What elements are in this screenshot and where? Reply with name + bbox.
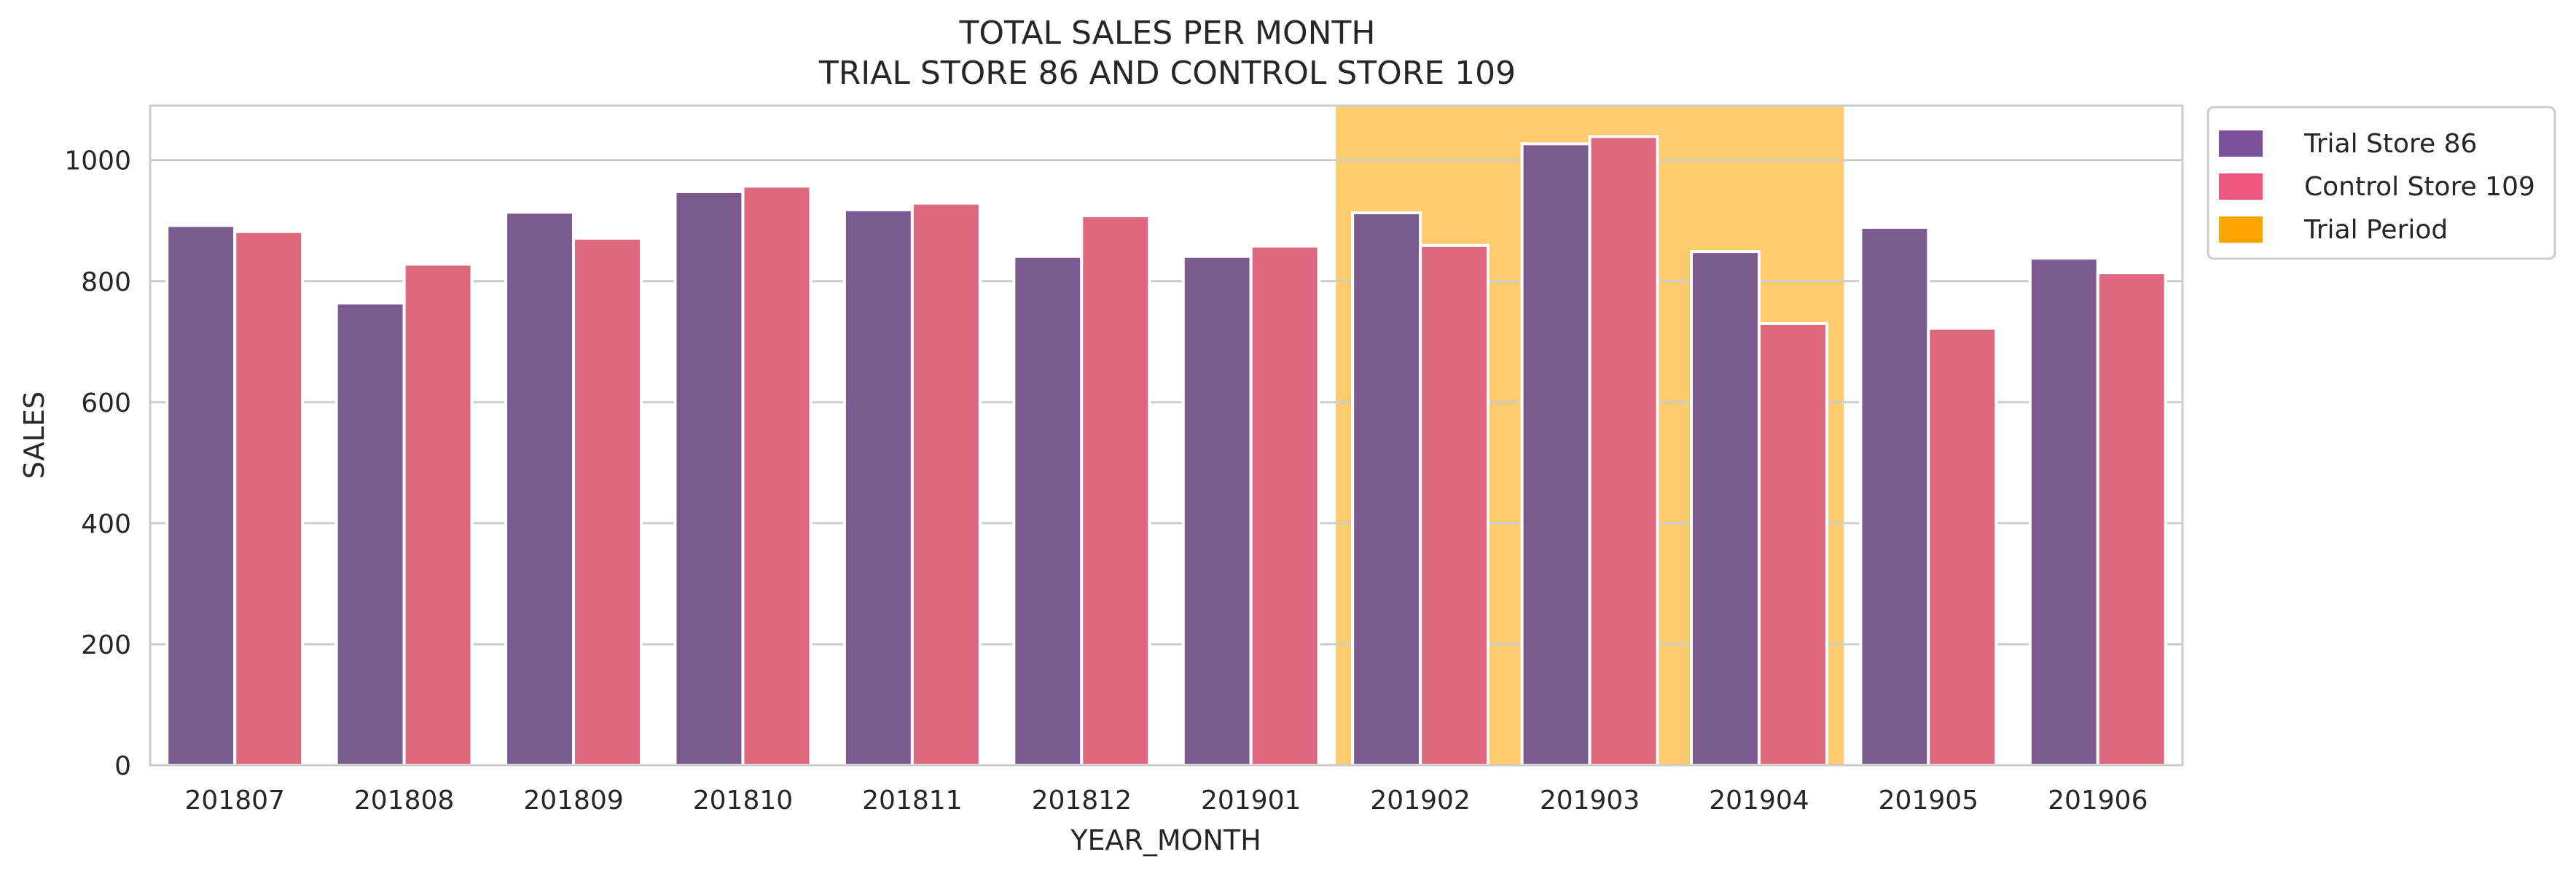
bar-control-store [233, 230, 305, 767]
bar-trial-store [1351, 211, 1422, 767]
legend-label-trial-store: Trial Store 86 [2303, 129, 2477, 159]
x-tick-label: 201903 [1540, 786, 1640, 816]
y-axis-label: SALES [18, 391, 50, 479]
legend-label-control-store: Control Store 109 [2304, 172, 2535, 202]
bar-control-store [1588, 135, 1659, 767]
bar-trial-store [673, 189, 745, 767]
x-tick-label: 201902 [1370, 786, 1470, 816]
bar-control-store [1419, 243, 1490, 767]
x-tick-label: 201904 [1709, 786, 1809, 816]
bar-control-store [572, 236, 643, 767]
x-tick-label: 201905 [1879, 786, 1978, 816]
bar-trial-store [334, 301, 406, 767]
bar-control-store [1080, 214, 1151, 767]
legend-swatch-trial-period [2219, 216, 2263, 243]
y-tick-label: 800 [81, 267, 131, 297]
legend: Trial Store 86 Control Store 109 Trial P… [2207, 106, 2556, 260]
bar-trial-store [1859, 225, 1930, 767]
bar-control-store [1249, 244, 1320, 767]
bars [165, 135, 2167, 767]
y-tick-label: 200 [81, 630, 131, 660]
chart-title: TOTAL SALES PER MONTH TRIAL STORE 86 AND… [818, 15, 1516, 92]
y-tick-label: 1000 [64, 146, 131, 176]
bar-trial-store [1689, 250, 1761, 767]
y-axis-ticks: 0 200 400 600 800 1000 [64, 146, 131, 781]
bar-trial-store [1012, 254, 1084, 767]
chart-title-line-1: TOTAL SALES PER MONTH [958, 15, 1375, 52]
x-tick-label: 201906 [2048, 786, 2148, 816]
bar-trial-store [842, 208, 914, 767]
y-tick-label: 0 [114, 751, 131, 781]
bar-trial-store [504, 211, 576, 767]
x-tick-label: 201810 [693, 786, 793, 816]
bar-control-store [2096, 271, 2167, 767]
plot-frame [149, 104, 2184, 767]
bar-control-store [910, 201, 982, 767]
x-tick-label: 201808 [354, 786, 454, 816]
x-tick-label: 201812 [1032, 786, 1132, 816]
legend-frame [2207, 106, 2556, 260]
y-tick-label: 400 [81, 509, 131, 539]
bar-control-store [402, 262, 474, 767]
x-tick-label: 201807 [184, 786, 284, 816]
y-tick-label: 600 [81, 388, 131, 418]
bar-trial-store [1520, 142, 1592, 767]
bar-trial-store [2028, 257, 2099, 767]
bar-control-store [741, 184, 813, 767]
bar-trial-store [1181, 254, 1253, 767]
bar-control-store [1927, 326, 1998, 767]
bar-trial-store [165, 224, 237, 767]
x-tick-label: 201901 [1201, 786, 1301, 816]
x-tick-label: 201811 [862, 786, 962, 816]
x-axis-ticks: 201807 201808 201809 201810 201811 201812 2019… [184, 786, 2148, 816]
bar-control-store [1757, 321, 1828, 767]
chart-title-line-2: TRIAL STORE 86 AND CONTROL STORE 109 [818, 55, 1516, 92]
x-axis-label: YEAR_MONTH [1070, 824, 1261, 856]
legend-swatch-trial-store [2219, 130, 2263, 157]
legend-swatch-control-store [2219, 173, 2263, 200]
legend-label-trial-period: Trial Period [2303, 215, 2448, 245]
x-tick-label: 201809 [523, 786, 623, 816]
